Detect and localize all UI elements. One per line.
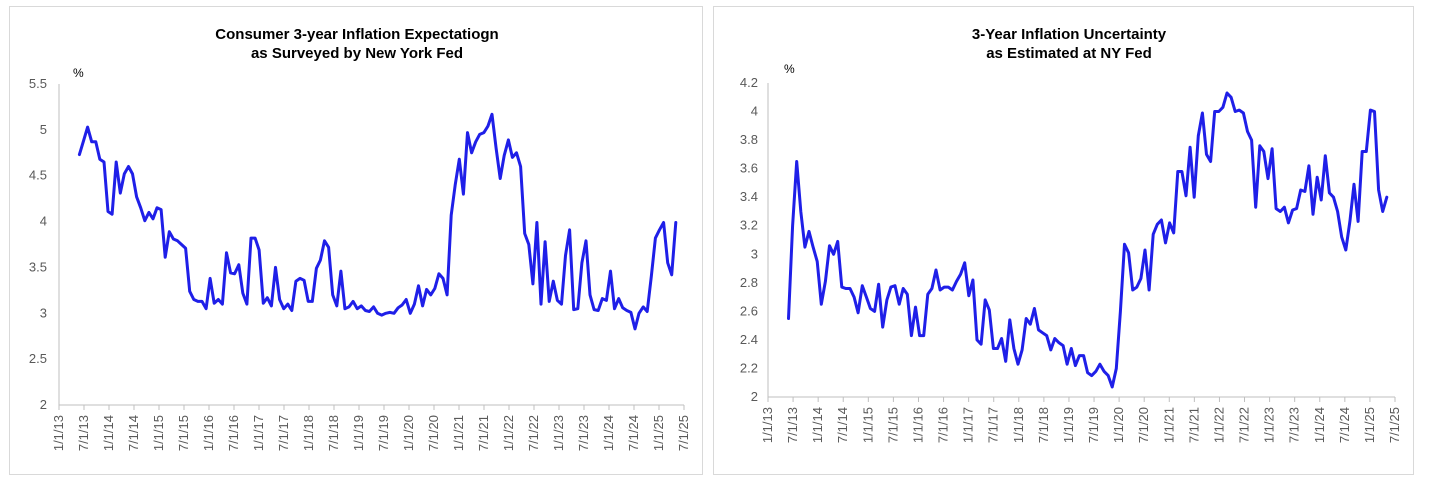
x-tick-label: 1/1/25 (1362, 407, 1377, 443)
x-tick-label: 1/1/17 (961, 407, 976, 443)
y-tick-label: 3 (40, 305, 47, 320)
chart-title: 3-Year Inflation Uncertainty (972, 26, 1167, 43)
x-tick-label: 7/1/18 (326, 415, 341, 451)
y-tick-label: 3.5 (29, 259, 47, 274)
series-line (787, 91, 1389, 389)
y-tick-label: 2.4 (740, 332, 758, 347)
x-tick-label: 1/1/21 (1161, 407, 1176, 443)
x-tick-label: 7/1/15 (176, 415, 191, 451)
x-tick-label: 7/1/19 (376, 415, 391, 451)
x-tick-label: 1/1/15 (151, 415, 166, 451)
x-tick-label: 1/1/18 (1011, 407, 1026, 443)
x-tick-label: 7/1/18 (1036, 407, 1051, 443)
x-tick-label: 1/1/22 (1211, 407, 1226, 443)
x-tick-label: 1/1/16 (201, 415, 216, 451)
x-tick-label: 7/1/13 (76, 415, 91, 451)
y-tick-label: 3.8 (740, 132, 758, 147)
y-tick-label: 2.8 (740, 275, 758, 290)
x-tick-label: 1/1/20 (401, 415, 416, 451)
x-tick-label: 1/1/20 (1111, 407, 1126, 443)
chart-panel-expectations: Consumer 3-year Inflation Expectatiogn a… (9, 6, 703, 475)
x-tick-label: 7/1/13 (785, 407, 800, 443)
x-tick-label: 1/1/21 (451, 415, 466, 451)
x-tick-label: 7/1/17 (986, 407, 1001, 443)
x-tick-label: 7/1/17 (276, 415, 291, 451)
x-tick-label: 1/1/13 (51, 415, 66, 451)
x-tick-label: 1/1/16 (910, 407, 925, 443)
series-line (77, 112, 678, 331)
x-tick-label: 7/1/14 (835, 407, 850, 443)
y-tick-label: 5 (40, 122, 47, 137)
x-tick-label: 7/1/22 (526, 415, 541, 451)
x-tick-label: 1/1/23 (551, 415, 566, 451)
uncertainty-chart: 3-Year Inflation Uncertainty as Estimate… (740, 26, 1402, 443)
x-tick-label: 1/1/19 (1061, 407, 1076, 443)
x-tick-label: 7/1/16 (936, 407, 951, 443)
x-tick-label: 7/1/21 (476, 415, 491, 451)
x-tick-label: 7/1/23 (1287, 407, 1302, 443)
y-tick-label: 2.2 (740, 360, 758, 375)
x-tick-label: 1/1/24 (1312, 407, 1327, 443)
x-tick-label: 1/1/22 (501, 415, 516, 451)
x-tick-label: 7/1/22 (1237, 407, 1252, 443)
x-tick-label: 1/1/14 (810, 407, 825, 443)
y-tick-label: 3.4 (740, 189, 758, 204)
y-tick-label: 2.6 (740, 303, 758, 318)
x-tick-label: 1/1/13 (760, 407, 775, 443)
y-unit-label: % (784, 62, 795, 76)
x-tick-label: 7/1/19 (1086, 407, 1101, 443)
x-tick-label: 1/1/24 (601, 415, 616, 451)
x-tick-label: 7/1/25 (1387, 407, 1402, 443)
x-tick-label: 1/1/18 (301, 415, 316, 451)
x-tick-label: 7/1/15 (885, 407, 900, 443)
x-tick-label: 7/1/21 (1186, 407, 1201, 443)
x-tick-label: 7/1/23 (576, 415, 591, 451)
y-unit-label: % (73, 66, 84, 80)
y-tick-label: 4.2 (740, 75, 758, 90)
x-tick-label: 7/1/24 (626, 415, 641, 451)
x-tick-label: 1/1/19 (351, 415, 366, 451)
chart-title: Consumer 3-year Inflation Expectatiogn (215, 26, 498, 43)
x-tick-label: 7/1/20 (426, 415, 441, 451)
y-tick-label: 2 (751, 389, 758, 404)
x-tick-label: 7/1/24 (1337, 407, 1352, 443)
x-tick-label: 7/1/14 (126, 415, 141, 451)
chart-panel-uncertainty: 3-Year Inflation Uncertainty as Estimate… (713, 6, 1414, 475)
y-tick-label: 2 (40, 397, 47, 412)
x-tick-label: 1/1/17 (251, 415, 266, 451)
y-tick-label: 5.5 (29, 76, 47, 91)
chart-subtitle: as Estimated at NY Fed (986, 45, 1152, 62)
x-tick-label: 1/1/25 (651, 415, 666, 451)
chart-subtitle: as Surveyed by New York Fed (251, 45, 463, 62)
y-tick-label: 2.5 (29, 351, 47, 366)
y-tick-label: 3.2 (740, 218, 758, 233)
y-tick-label: 4.5 (29, 168, 47, 183)
x-tick-label: 1/1/23 (1262, 407, 1277, 443)
x-tick-label: 1/1/15 (860, 407, 875, 443)
x-tick-label: 7/1/25 (676, 415, 691, 451)
y-tick-label: 3.6 (740, 161, 758, 176)
x-tick-label: 7/1/20 (1136, 407, 1151, 443)
x-tick-label: 1/1/14 (101, 415, 116, 451)
expectations-chart: Consumer 3-year Inflation Expectatiogn a… (29, 26, 691, 451)
y-tick-label: 4 (751, 104, 758, 119)
y-tick-label: 4 (40, 214, 47, 229)
x-tick-label: 7/1/16 (226, 415, 241, 451)
y-tick-label: 3 (751, 246, 758, 261)
